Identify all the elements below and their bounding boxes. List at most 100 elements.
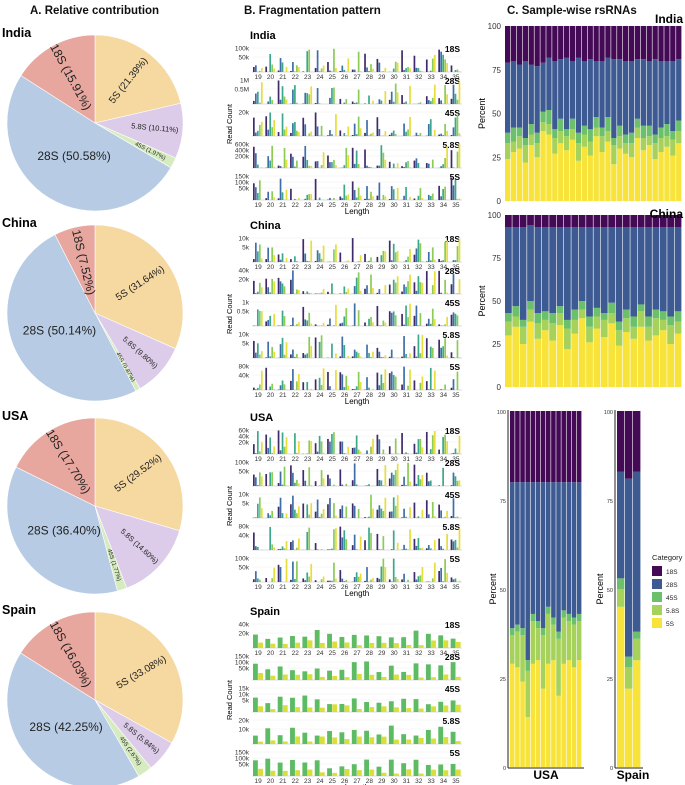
frag-xtick: 23 bbox=[304, 74, 312, 81]
legend-label-5S: 5S bbox=[666, 621, 675, 628]
frag-bar bbox=[310, 131, 313, 136]
stack-bar-china bbox=[505, 335, 512, 387]
frag-bar bbox=[384, 465, 387, 486]
frag-bar bbox=[382, 320, 385, 326]
frag-xtick: 32 bbox=[415, 456, 423, 463]
frag-bar bbox=[381, 736, 387, 744]
stack-bar-india bbox=[540, 26, 546, 63]
frag-bar bbox=[318, 516, 321, 518]
facet-ytick: 20k bbox=[239, 110, 250, 117]
frag-xtick: 33 bbox=[428, 778, 436, 785]
frag-bar bbox=[329, 478, 331, 486]
frag-bar bbox=[353, 303, 356, 326]
frag-bar bbox=[331, 434, 333, 454]
frag-bar bbox=[294, 256, 296, 262]
frag-bar bbox=[452, 127, 455, 136]
frag-bar bbox=[364, 661, 370, 680]
stack-bar-china bbox=[600, 319, 608, 338]
frag-bar bbox=[456, 69, 459, 72]
stack-bar-china bbox=[556, 227, 564, 307]
frag-bar bbox=[409, 116, 411, 136]
frag-bar bbox=[405, 548, 407, 550]
frag-bar bbox=[380, 145, 383, 168]
frag-bar bbox=[310, 563, 313, 582]
frag-bar bbox=[347, 194, 350, 200]
stack-bar-spain bbox=[617, 606, 625, 767]
frag-bar bbox=[310, 345, 313, 358]
frag-xtick: 31 bbox=[403, 584, 411, 591]
stack-bar-india bbox=[640, 138, 646, 151]
frag-bar bbox=[355, 150, 358, 168]
stack-bar-india bbox=[564, 129, 570, 137]
stack-bar-india bbox=[510, 152, 517, 201]
frag-bar bbox=[429, 480, 432, 486]
stack-bar-india bbox=[599, 26, 605, 61]
frag-bar bbox=[273, 313, 276, 326]
facet-label-5S: 5S bbox=[450, 172, 461, 182]
frag-bar bbox=[290, 635, 295, 648]
frag-bar bbox=[454, 179, 457, 200]
stack-bar-china bbox=[541, 311, 549, 320]
frag-bar bbox=[307, 674, 313, 680]
frag-bar bbox=[376, 165, 379, 168]
frag-bar bbox=[446, 572, 448, 582]
frag-bar bbox=[296, 547, 298, 550]
frag-bar bbox=[285, 389, 288, 390]
frag-bar bbox=[443, 770, 449, 776]
frag-bar bbox=[339, 636, 345, 648]
facet-ytick: 1M bbox=[240, 78, 249, 85]
frag-bar bbox=[322, 152, 325, 168]
frag-bar bbox=[407, 357, 409, 358]
frag-bar bbox=[438, 764, 444, 776]
legend-swatch-45S bbox=[652, 592, 662, 602]
frag-bar bbox=[357, 164, 360, 168]
stack-bar-india bbox=[546, 26, 552, 58]
stack-bar-china bbox=[578, 318, 586, 387]
frag-bar bbox=[331, 162, 333, 168]
frag-bar bbox=[388, 240, 391, 262]
frag-bar bbox=[392, 68, 395, 72]
stack-bar-india bbox=[516, 127, 523, 137]
pie-slice-spain-28S bbox=[6, 652, 140, 785]
frag-bar bbox=[405, 452, 407, 454]
frag-xtick: 30 bbox=[390, 778, 398, 785]
frag-bar bbox=[355, 277, 358, 294]
frag-bar bbox=[376, 434, 379, 454]
frag-bar bbox=[256, 251, 259, 262]
frag-xtick: 25 bbox=[329, 650, 337, 657]
frag-bar bbox=[425, 500, 428, 518]
frag-bar bbox=[364, 540, 366, 550]
frag-bar bbox=[327, 135, 329, 136]
frag-bar bbox=[267, 156, 270, 168]
frag-bar bbox=[429, 101, 432, 104]
facet-ytick: 50k bbox=[239, 666, 250, 673]
stack-bar-usa bbox=[525, 660, 530, 671]
frag-bar bbox=[458, 580, 461, 582]
frag-bar bbox=[306, 504, 309, 518]
frag-bar bbox=[390, 349, 393, 358]
stack-bar-china bbox=[512, 227, 520, 307]
frag-xlabel: Length bbox=[345, 207, 369, 216]
frag-bar bbox=[396, 357, 399, 358]
frag-bar bbox=[281, 310, 284, 326]
stack-bar-china bbox=[564, 215, 571, 228]
stack-bar-india bbox=[587, 155, 593, 201]
frag-bar bbox=[329, 197, 331, 200]
stack-bar-india bbox=[652, 159, 658, 201]
frag-bar bbox=[438, 504, 440, 518]
stack-bar-india bbox=[670, 26, 676, 61]
frag-xtick: 19 bbox=[255, 392, 263, 399]
stack-bar-india bbox=[658, 138, 664, 152]
frag-bar bbox=[333, 432, 335, 454]
stack-bar-usa bbox=[540, 482, 546, 629]
frag-bar bbox=[394, 739, 399, 744]
frag-bar bbox=[281, 86, 284, 104]
stack-bar-india bbox=[516, 64, 523, 128]
stack-bar-china bbox=[512, 316, 520, 327]
frag-bar bbox=[351, 503, 354, 518]
stack-bar-china bbox=[586, 227, 593, 317]
frag-bar bbox=[415, 356, 418, 358]
frag-bar bbox=[381, 642, 387, 648]
frag-bar bbox=[329, 549, 331, 550]
stack-bar-usa bbox=[535, 628, 541, 661]
